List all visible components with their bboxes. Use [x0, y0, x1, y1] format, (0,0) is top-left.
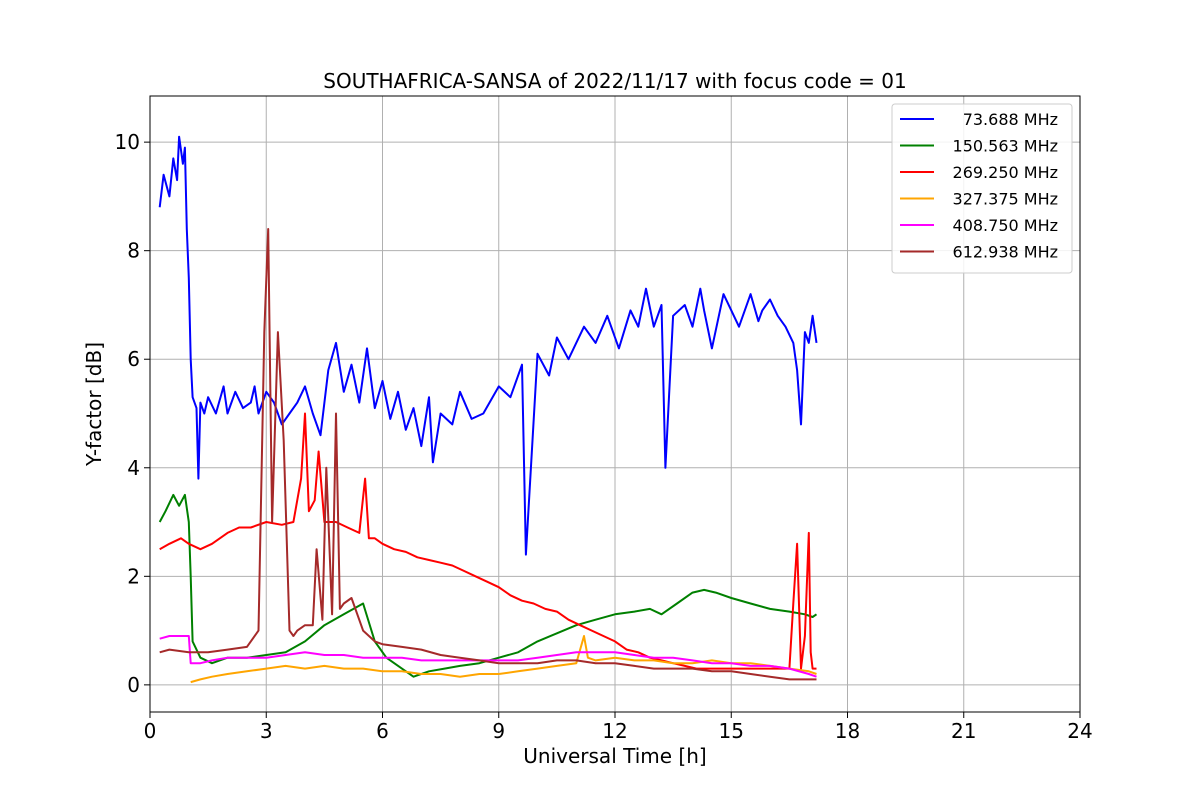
- legend-entry: 408.750 MHz: [953, 216, 1058, 235]
- y-tick-label: 4: [127, 456, 140, 480]
- y-tick-label: 10: [115, 130, 140, 154]
- series-line-150-563-mhz: [158, 493, 818, 678]
- legend-entry: 73.688 MHz: [963, 110, 1058, 129]
- legend-entry: 269.250 MHz: [953, 163, 1058, 182]
- plot-area: [158, 135, 818, 684]
- x-tick-label: 3: [260, 719, 273, 743]
- chart-title: SOUTHAFRICA-SANSA of 2022/11/17 with foc…: [323, 69, 907, 93]
- series-line-269-250-mhz: [159, 412, 817, 670]
- series-line-73-688-mhz: [158, 135, 818, 556]
- series-line-408-750-mhz: [159, 635, 817, 678]
- x-tick-label: 12: [602, 719, 627, 743]
- x-tick-label: 18: [835, 719, 860, 743]
- x-tick-label: 9: [492, 719, 505, 743]
- legend: 73.688 MHz 150.563 MHz 269.250 MHz 327.375 …: [891, 103, 1073, 274]
- x-tick-label: 21: [951, 719, 976, 743]
- legend-entry: 150.563 MHz: [953, 137, 1058, 156]
- legend-box: [891, 103, 1073, 274]
- x-axis-label: Universal Time [h]: [523, 744, 706, 768]
- y-tick-label: 8: [127, 239, 140, 263]
- x-tick-label: 0: [144, 719, 157, 743]
- y-tick-label: 0: [127, 673, 140, 697]
- x-tick-label: 15: [719, 719, 744, 743]
- x-tick-label: 24: [1067, 719, 1092, 743]
- legend-entry: 612.938 MHz: [953, 243, 1058, 262]
- x-tick-label: 6: [376, 719, 389, 743]
- y-tick-label: 2: [127, 564, 140, 588]
- legend-entry: 327.375 MHz: [953, 190, 1058, 209]
- series-line-612-938-mhz: [159, 228, 817, 681]
- y-tick-label: 6: [127, 347, 140, 371]
- y-axis-label: Y-factor [dB]: [82, 342, 106, 467]
- series-line-327-375-mhz: [190, 635, 817, 684]
